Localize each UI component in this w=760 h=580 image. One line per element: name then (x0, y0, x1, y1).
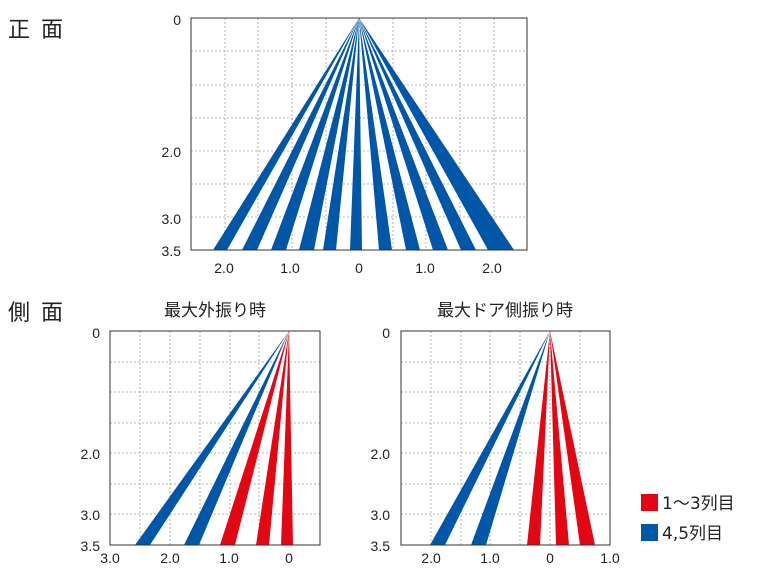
legend-swatch-red (641, 494, 658, 511)
legend-label: 1〜3列目 (662, 494, 735, 514)
front-beam (359, 18, 476, 250)
side-left-frame (109, 330, 321, 546)
side-left-beam-red (281, 331, 293, 545)
side-right-beam-red (527, 331, 550, 545)
side-right-depth-tick: 3.5 (371, 538, 391, 554)
side-left-beam-red (220, 331, 289, 545)
front-beam (271, 18, 359, 250)
side-left-title: 最大外振り時 (164, 301, 266, 321)
front-beam (359, 18, 514, 250)
side-left-beam-blue (184, 331, 289, 545)
side-left-width-tick: 2.0 (160, 550, 180, 566)
legend-swatch-blue (641, 524, 658, 541)
side-right-depth-tick: 0 (382, 325, 390, 341)
legend-label: 4,5列目 (662, 524, 723, 544)
side-right-width-tick: 1.0 (480, 550, 500, 566)
side-left-depth-tick: 0 (92, 325, 100, 341)
front-depth-tick: 3.0 (162, 211, 182, 227)
front-width-tick: 1.0 (415, 260, 435, 276)
side-right-beam-blue (430, 331, 550, 545)
side-left-beams (135, 331, 293, 545)
side-right-panel: 最大ドア側振り時 0 2.0 3.0 3.5 2.0 1.0 0 1.0 (371, 301, 620, 566)
side-right-width-tick: 0 (546, 550, 554, 566)
front-depth-tick: 0 (173, 12, 181, 28)
side-right-beam-red (550, 331, 595, 545)
side-right-depth-tick: 2.0 (371, 446, 391, 462)
side-right-frame (400, 330, 611, 546)
side-left-panel: 最大外振り時 0 2.0 3.0 3.5 3.0 2.0 1.0 0 (81, 301, 321, 566)
front-beam (323, 18, 359, 250)
side-left-width-tick: 3.0 (100, 550, 120, 566)
side-right-depth-tick: 3.0 (371, 507, 391, 523)
side-right-beam-red (550, 331, 569, 545)
side-right-beams (430, 331, 595, 545)
side-view-label: 側 面 (8, 301, 65, 326)
side-left-width-tick: 1.0 (219, 550, 239, 566)
front-width-tick: 0 (355, 260, 363, 276)
side-left-beam-red (256, 331, 289, 545)
front-depth-tick: 3.5 (162, 243, 182, 259)
side-left-beam-blue (135, 331, 289, 545)
front-beam (350, 18, 362, 250)
front-beam (359, 18, 420, 250)
side-right-title: 最大ドア側振り時 (437, 301, 573, 321)
front-frame (190, 17, 528, 251)
side-right-width-tick: 1.0 (600, 550, 620, 566)
front-view-label: 正 面 (8, 18, 65, 43)
front-beams (213, 18, 514, 250)
front-width-tick: 2.0 (214, 260, 234, 276)
front-beam (242, 18, 359, 250)
front-view-panel: 0 2.0 3.0 3.5 2.0 1.0 0 1.0 2.0 (162, 12, 528, 276)
front-beam (213, 18, 359, 250)
side-right-beam-blue (471, 331, 550, 545)
front-beam (359, 18, 392, 250)
side-left-depth-tick: 3.0 (81, 507, 101, 523)
side-left-width-tick: 0 (285, 550, 293, 566)
side-left-depth-tick: 3.5 (81, 538, 101, 554)
legend: 1〜3列目 4,5列目 (641, 494, 735, 544)
front-beam (299, 18, 359, 250)
side-left-depth-tick: 2.0 (81, 446, 101, 462)
front-width-tick: 2.0 (482, 260, 502, 276)
front-depth-tick: 2.0 (162, 144, 182, 160)
side-right-width-tick: 2.0 (421, 550, 441, 566)
front-width-tick: 1.0 (280, 260, 300, 276)
front-beam (359, 18, 448, 250)
